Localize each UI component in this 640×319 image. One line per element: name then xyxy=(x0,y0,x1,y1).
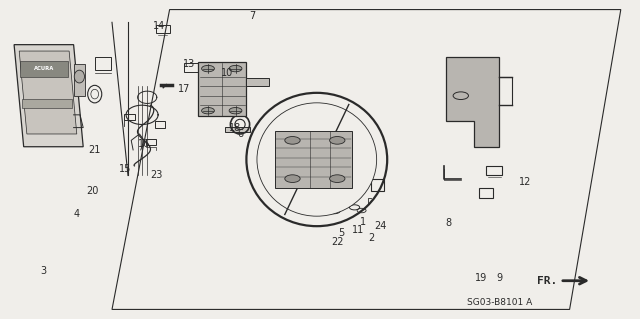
Bar xyxy=(371,179,384,191)
Circle shape xyxy=(202,65,214,72)
Text: 21: 21 xyxy=(88,145,101,155)
Text: 10: 10 xyxy=(221,68,234,78)
Ellipse shape xyxy=(74,70,84,83)
Text: 6: 6 xyxy=(237,129,243,139)
Text: 15: 15 xyxy=(118,164,131,174)
Circle shape xyxy=(330,175,345,182)
Text: 20: 20 xyxy=(86,186,99,197)
Polygon shape xyxy=(198,62,246,116)
Polygon shape xyxy=(446,57,499,147)
Text: 12: 12 xyxy=(518,177,531,187)
Polygon shape xyxy=(20,61,68,77)
Text: 2: 2 xyxy=(368,233,374,243)
Circle shape xyxy=(229,65,242,72)
Text: 4: 4 xyxy=(74,209,80,219)
Text: 11: 11 xyxy=(352,225,365,235)
Text: 24: 24 xyxy=(374,221,387,232)
Text: 9: 9 xyxy=(496,272,502,283)
Bar xyxy=(486,166,502,175)
Text: 19: 19 xyxy=(475,272,488,283)
Bar xyxy=(479,188,493,198)
Bar xyxy=(342,192,356,201)
Text: 23: 23 xyxy=(150,170,163,181)
Polygon shape xyxy=(14,45,83,147)
Bar xyxy=(325,190,343,199)
Text: SG03-B8101 A: SG03-B8101 A xyxy=(467,298,532,307)
Bar xyxy=(225,127,250,132)
Bar xyxy=(74,64,85,96)
Text: 16: 16 xyxy=(138,138,150,149)
Text: 1: 1 xyxy=(360,217,366,227)
Text: 18: 18 xyxy=(228,122,241,133)
Text: 22: 22 xyxy=(331,237,344,248)
Ellipse shape xyxy=(257,103,376,216)
Text: 7: 7 xyxy=(250,11,256,21)
Bar xyxy=(146,139,156,145)
Bar xyxy=(124,114,135,120)
Circle shape xyxy=(202,108,214,114)
Polygon shape xyxy=(246,78,269,86)
Text: 17: 17 xyxy=(178,84,191,94)
Text: FR.: FR. xyxy=(536,276,557,286)
Text: 8: 8 xyxy=(445,218,451,228)
Circle shape xyxy=(330,137,345,144)
Bar xyxy=(156,25,170,33)
Text: 14: 14 xyxy=(152,20,165,31)
Polygon shape xyxy=(22,99,72,108)
Text: 5: 5 xyxy=(339,228,345,238)
Polygon shape xyxy=(275,131,352,188)
Bar xyxy=(155,121,165,128)
Text: 3: 3 xyxy=(40,266,46,276)
Text: ACURA: ACURA xyxy=(34,66,54,71)
Circle shape xyxy=(229,108,242,114)
Circle shape xyxy=(285,137,300,144)
Bar xyxy=(184,63,200,72)
Text: 13: 13 xyxy=(182,59,195,69)
Circle shape xyxy=(285,175,300,182)
Bar xyxy=(95,57,111,70)
Polygon shape xyxy=(19,51,77,134)
